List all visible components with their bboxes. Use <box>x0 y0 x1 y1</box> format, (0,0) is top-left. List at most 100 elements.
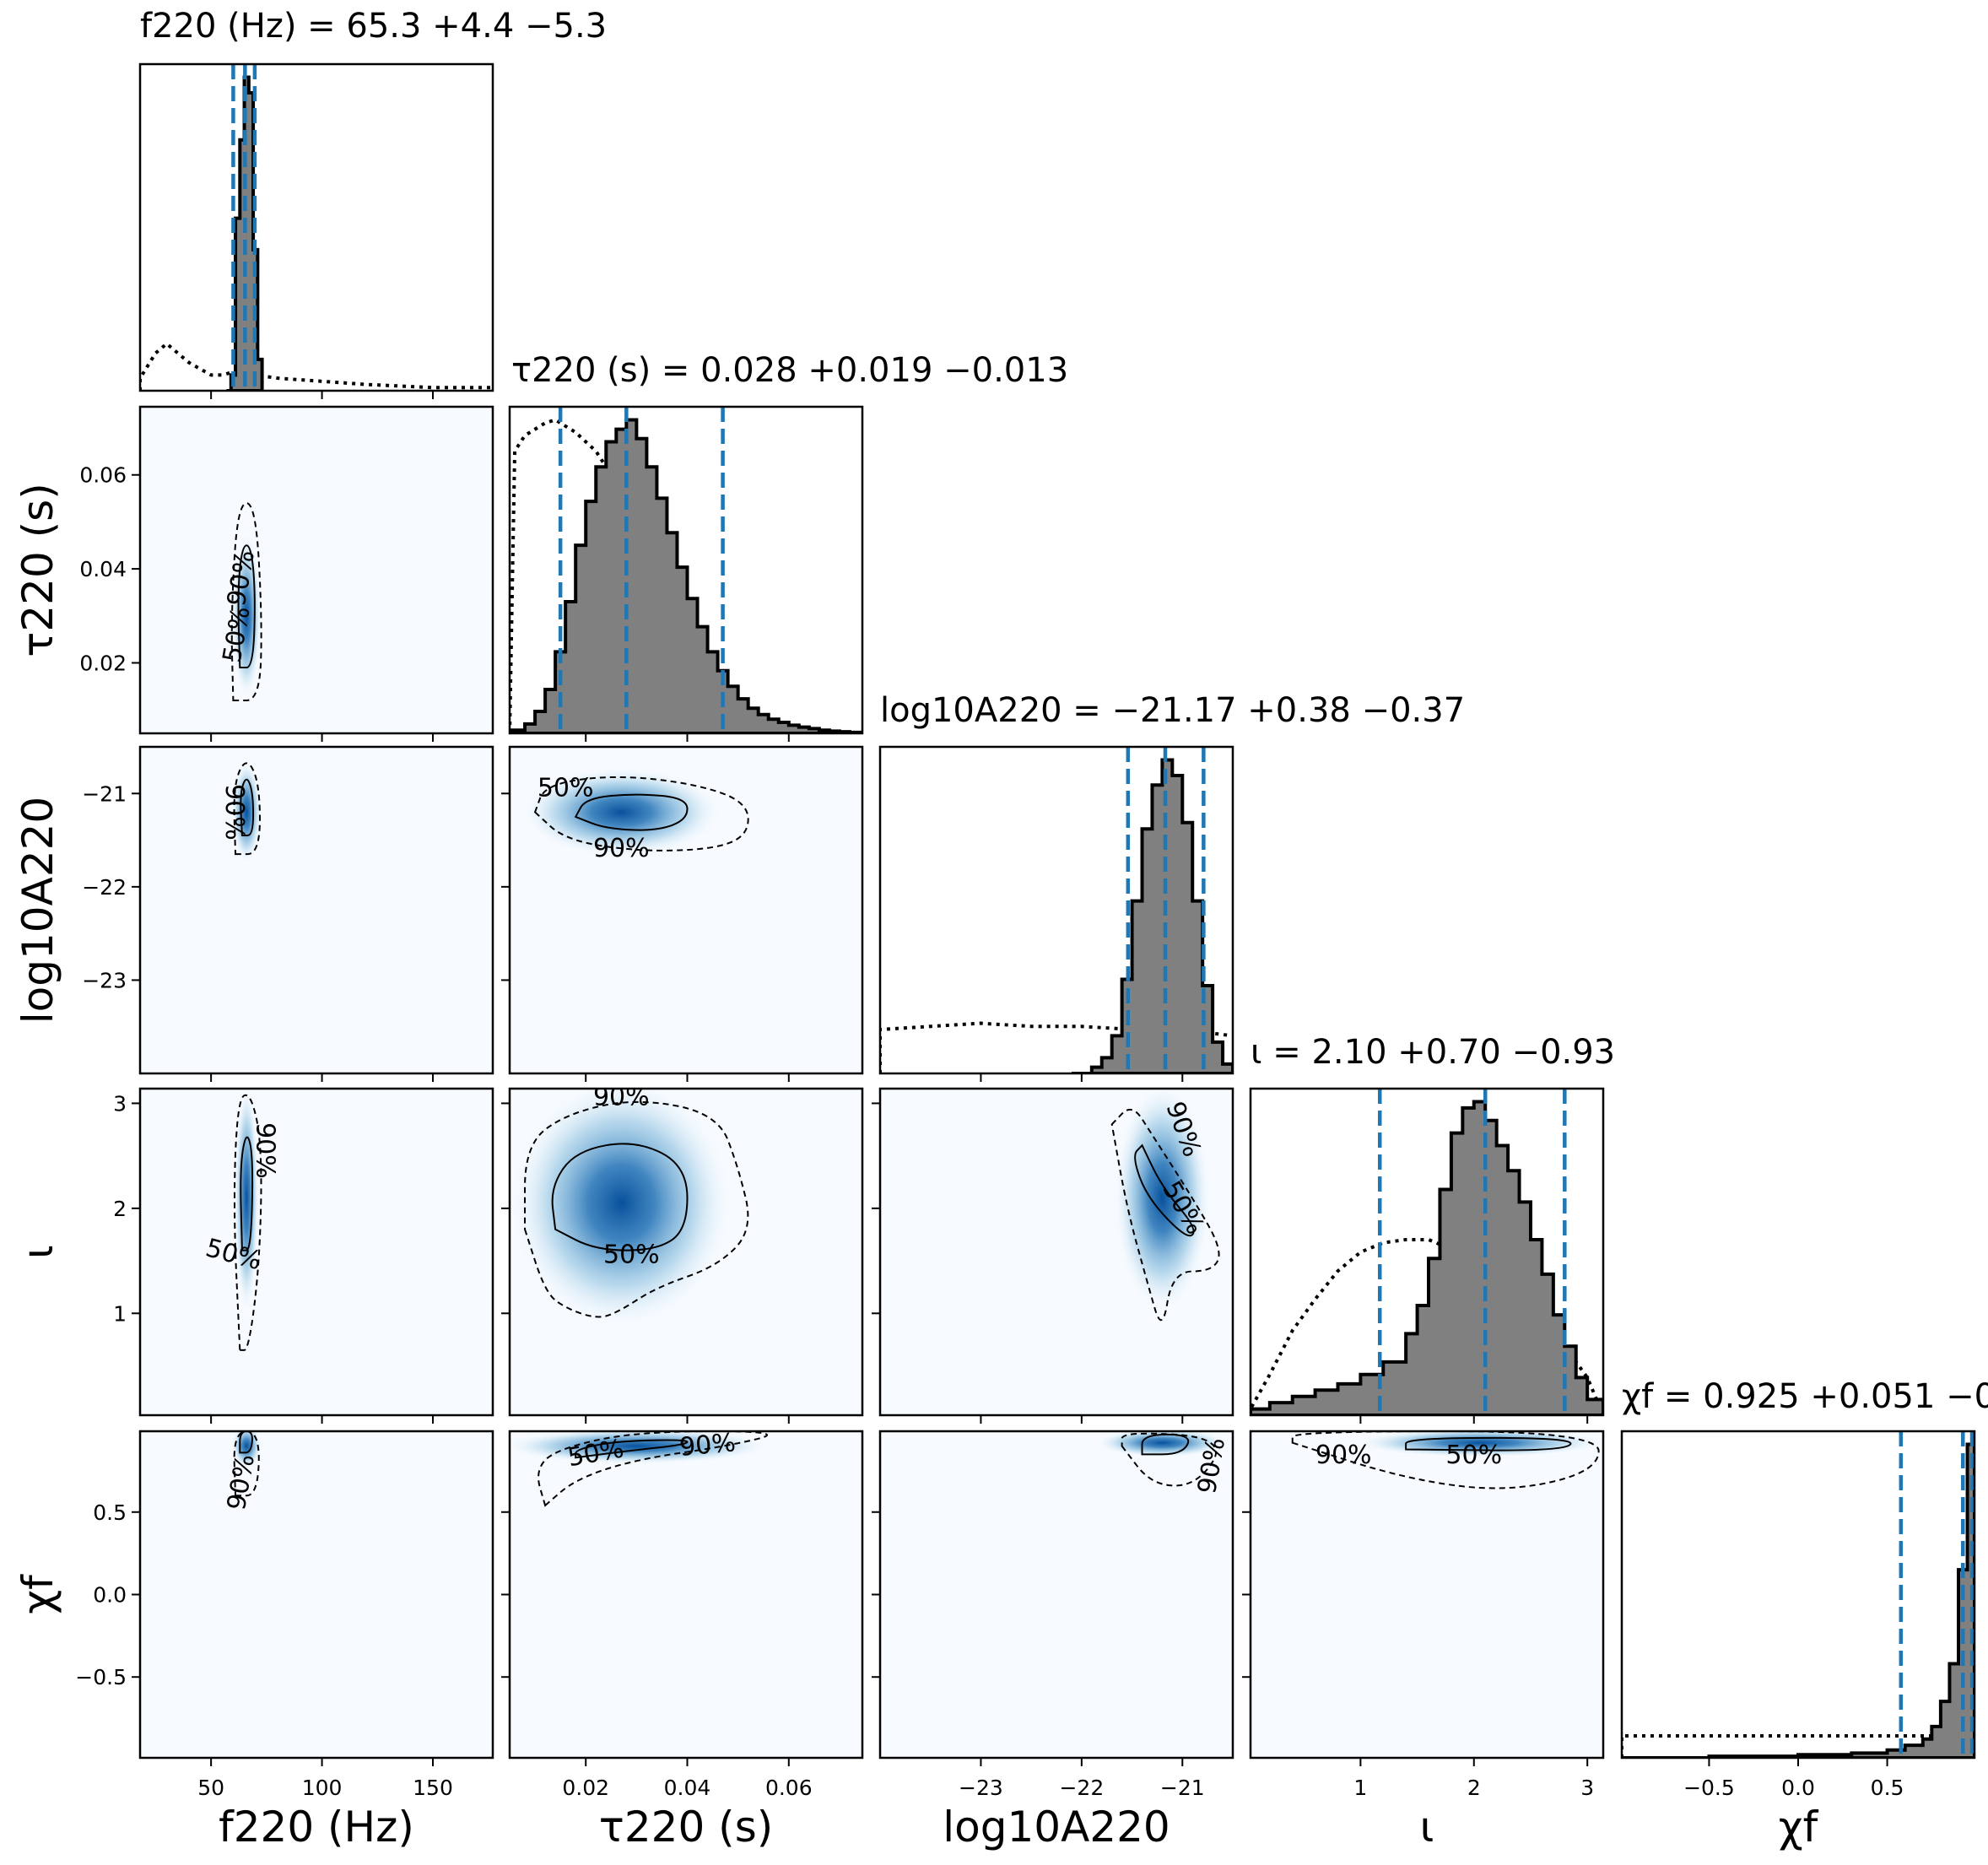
density-background <box>880 1431 1233 1758</box>
contour-50 <box>1405 1436 1572 1451</box>
y-tick-label: 0.06 <box>79 463 127 488</box>
panel-frame <box>878 1087 1234 1417</box>
density-panel: 90%50 100 150−0.50.00.5 <box>75 1430 494 1800</box>
y-tick-label: −22 <box>82 875 127 900</box>
y-tick-label: 2 <box>113 1197 127 1221</box>
y-tick-label: 0.02 <box>79 651 127 675</box>
panel-title-text: χf = 0.925 +0.051 −0.348 <box>1622 1377 1988 1416</box>
y-tick-label: −21 <box>82 781 127 806</box>
y-tick-label: 0.5 <box>93 1500 127 1525</box>
y-tick-label: 3 <box>113 1091 127 1116</box>
density-panel: 90% 50% 1 2 3 <box>1242 1430 1605 1800</box>
x-tick-label: 0.0 <box>1781 1776 1815 1800</box>
density-blob <box>234 1089 259 1314</box>
posterior-histogram <box>1071 758 1233 1073</box>
contour-50 <box>1141 1433 1190 1456</box>
y-axis-label: log10A220 <box>14 797 62 1024</box>
histogram-panel <box>878 745 1234 1082</box>
histogram-panel: −0.5 0.0 0.5 <box>1620 1430 1976 1800</box>
panel-title: ι = 2.10 +0.70 −0.93 <box>1251 1033 1615 1072</box>
contour-label: 90% <box>678 1428 737 1462</box>
density-panel: 90% 50% <box>501 1083 864 1424</box>
density-background <box>140 747 493 1073</box>
density-blob <box>1354 1431 1603 1457</box>
posterior-histogram <box>1251 1100 1603 1415</box>
panel-frame <box>878 745 1234 1075</box>
y-axis-label: ι <box>14 1245 62 1259</box>
posterior-histogram <box>226 75 264 391</box>
contour-label: 90% <box>251 1122 280 1179</box>
x-tick-label: 50 <box>197 1776 224 1800</box>
x-tick-label: 2 <box>1467 1776 1481 1800</box>
x-axis-label: f220 (Hz) <box>219 1803 414 1851</box>
contour-50 <box>1134 1143 1195 1237</box>
contour-90 <box>1121 1432 1218 1487</box>
x-tick-label: 150 <box>413 1776 453 1800</box>
panel-title-text: log10A220 = −21.17 +0.38 −0.37 <box>880 691 1465 730</box>
y-tick-label: 1 <box>113 1301 127 1326</box>
density-blob <box>510 1089 733 1331</box>
contour-90 <box>538 1431 768 1507</box>
x-tick-label: −22 <box>1059 1776 1104 1800</box>
contour-90 <box>233 1094 262 1351</box>
x-tick-label: −0.5 <box>1683 1776 1735 1800</box>
density-background <box>1251 1431 1603 1758</box>
density-panel: 50% 90% <box>501 745 864 1082</box>
density-panel: 90% −23 −22 −21 <box>82 745 494 1082</box>
prior-histogram <box>140 341 493 391</box>
contour-label: 90% <box>593 1083 650 1112</box>
x-tick-label: 1 <box>1353 1776 1367 1800</box>
panel-frame <box>508 405 864 735</box>
panel-frame <box>508 1087 864 1417</box>
y-axis-label: τ220 (s) <box>14 483 62 657</box>
x-axis-label: ι <box>1420 1803 1434 1851</box>
x-tick-label: 100 <box>302 1776 343 1800</box>
histogram-panel <box>508 405 864 742</box>
panel-title: χf = 0.925 +0.051 −0.348 <box>1622 1377 1988 1416</box>
panel-frame <box>138 405 494 735</box>
density-blob <box>521 766 722 857</box>
panel-frame <box>1249 1087 1605 1417</box>
x-tick-label: 0.04 <box>664 1776 711 1800</box>
x-tick-label: 0.02 <box>562 1776 609 1800</box>
x-tick-label: −21 <box>1160 1776 1205 1800</box>
prior-histogram <box>1251 1237 1603 1415</box>
x-axis-label: τ220 (s) <box>599 1803 774 1851</box>
panel-frame <box>1620 1430 1976 1760</box>
contour-90 <box>1110 1108 1220 1322</box>
panel-title: τ220 (s) = 0.028 +0.019 −0.013 <box>511 351 1068 390</box>
x-axis-label: χf <box>1779 1803 1819 1851</box>
contour-50 <box>574 793 689 831</box>
panel-title: f220 (Hz) = 65.3 +4.4 −5.3 <box>140 7 607 46</box>
y-tick-label: −0.5 <box>75 1665 127 1689</box>
y-tick-label: 0.04 <box>79 557 127 581</box>
density-blob <box>1113 1089 1212 1314</box>
contour-label: 90% <box>1315 1441 1372 1470</box>
panel-frame <box>138 745 494 1075</box>
contour-50 <box>240 778 255 837</box>
panel-frame <box>138 1087 494 1417</box>
contour-90 <box>233 1431 260 1497</box>
contour-label: 50% <box>1445 1441 1502 1470</box>
density-background <box>140 1431 493 1758</box>
density-panel: 50%90%0.020.040.06 <box>79 405 494 742</box>
density-panel: 90%50%123 <box>113 1087 494 1424</box>
x-tick-label: 3 <box>1580 1776 1594 1800</box>
density-background <box>140 407 493 733</box>
y-tick-label: −23 <box>82 968 127 992</box>
contour-50 <box>240 1136 254 1251</box>
histogram-panel <box>138 62 494 399</box>
contour-label: 90% <box>593 834 650 863</box>
y-axis-label: χf <box>14 1574 62 1614</box>
contour-label: 50% <box>538 773 594 803</box>
posterior-histogram <box>1622 1442 1974 1758</box>
posterior-histogram <box>511 418 862 733</box>
prior-histogram <box>1622 1733 1974 1758</box>
contour-50 <box>551 1143 689 1251</box>
x-tick-label: 0.5 <box>1871 1776 1904 1800</box>
panel-title-text: τ220 (s) = 0.028 +0.019 −0.013 <box>511 351 1068 390</box>
contour-90 <box>533 776 749 851</box>
